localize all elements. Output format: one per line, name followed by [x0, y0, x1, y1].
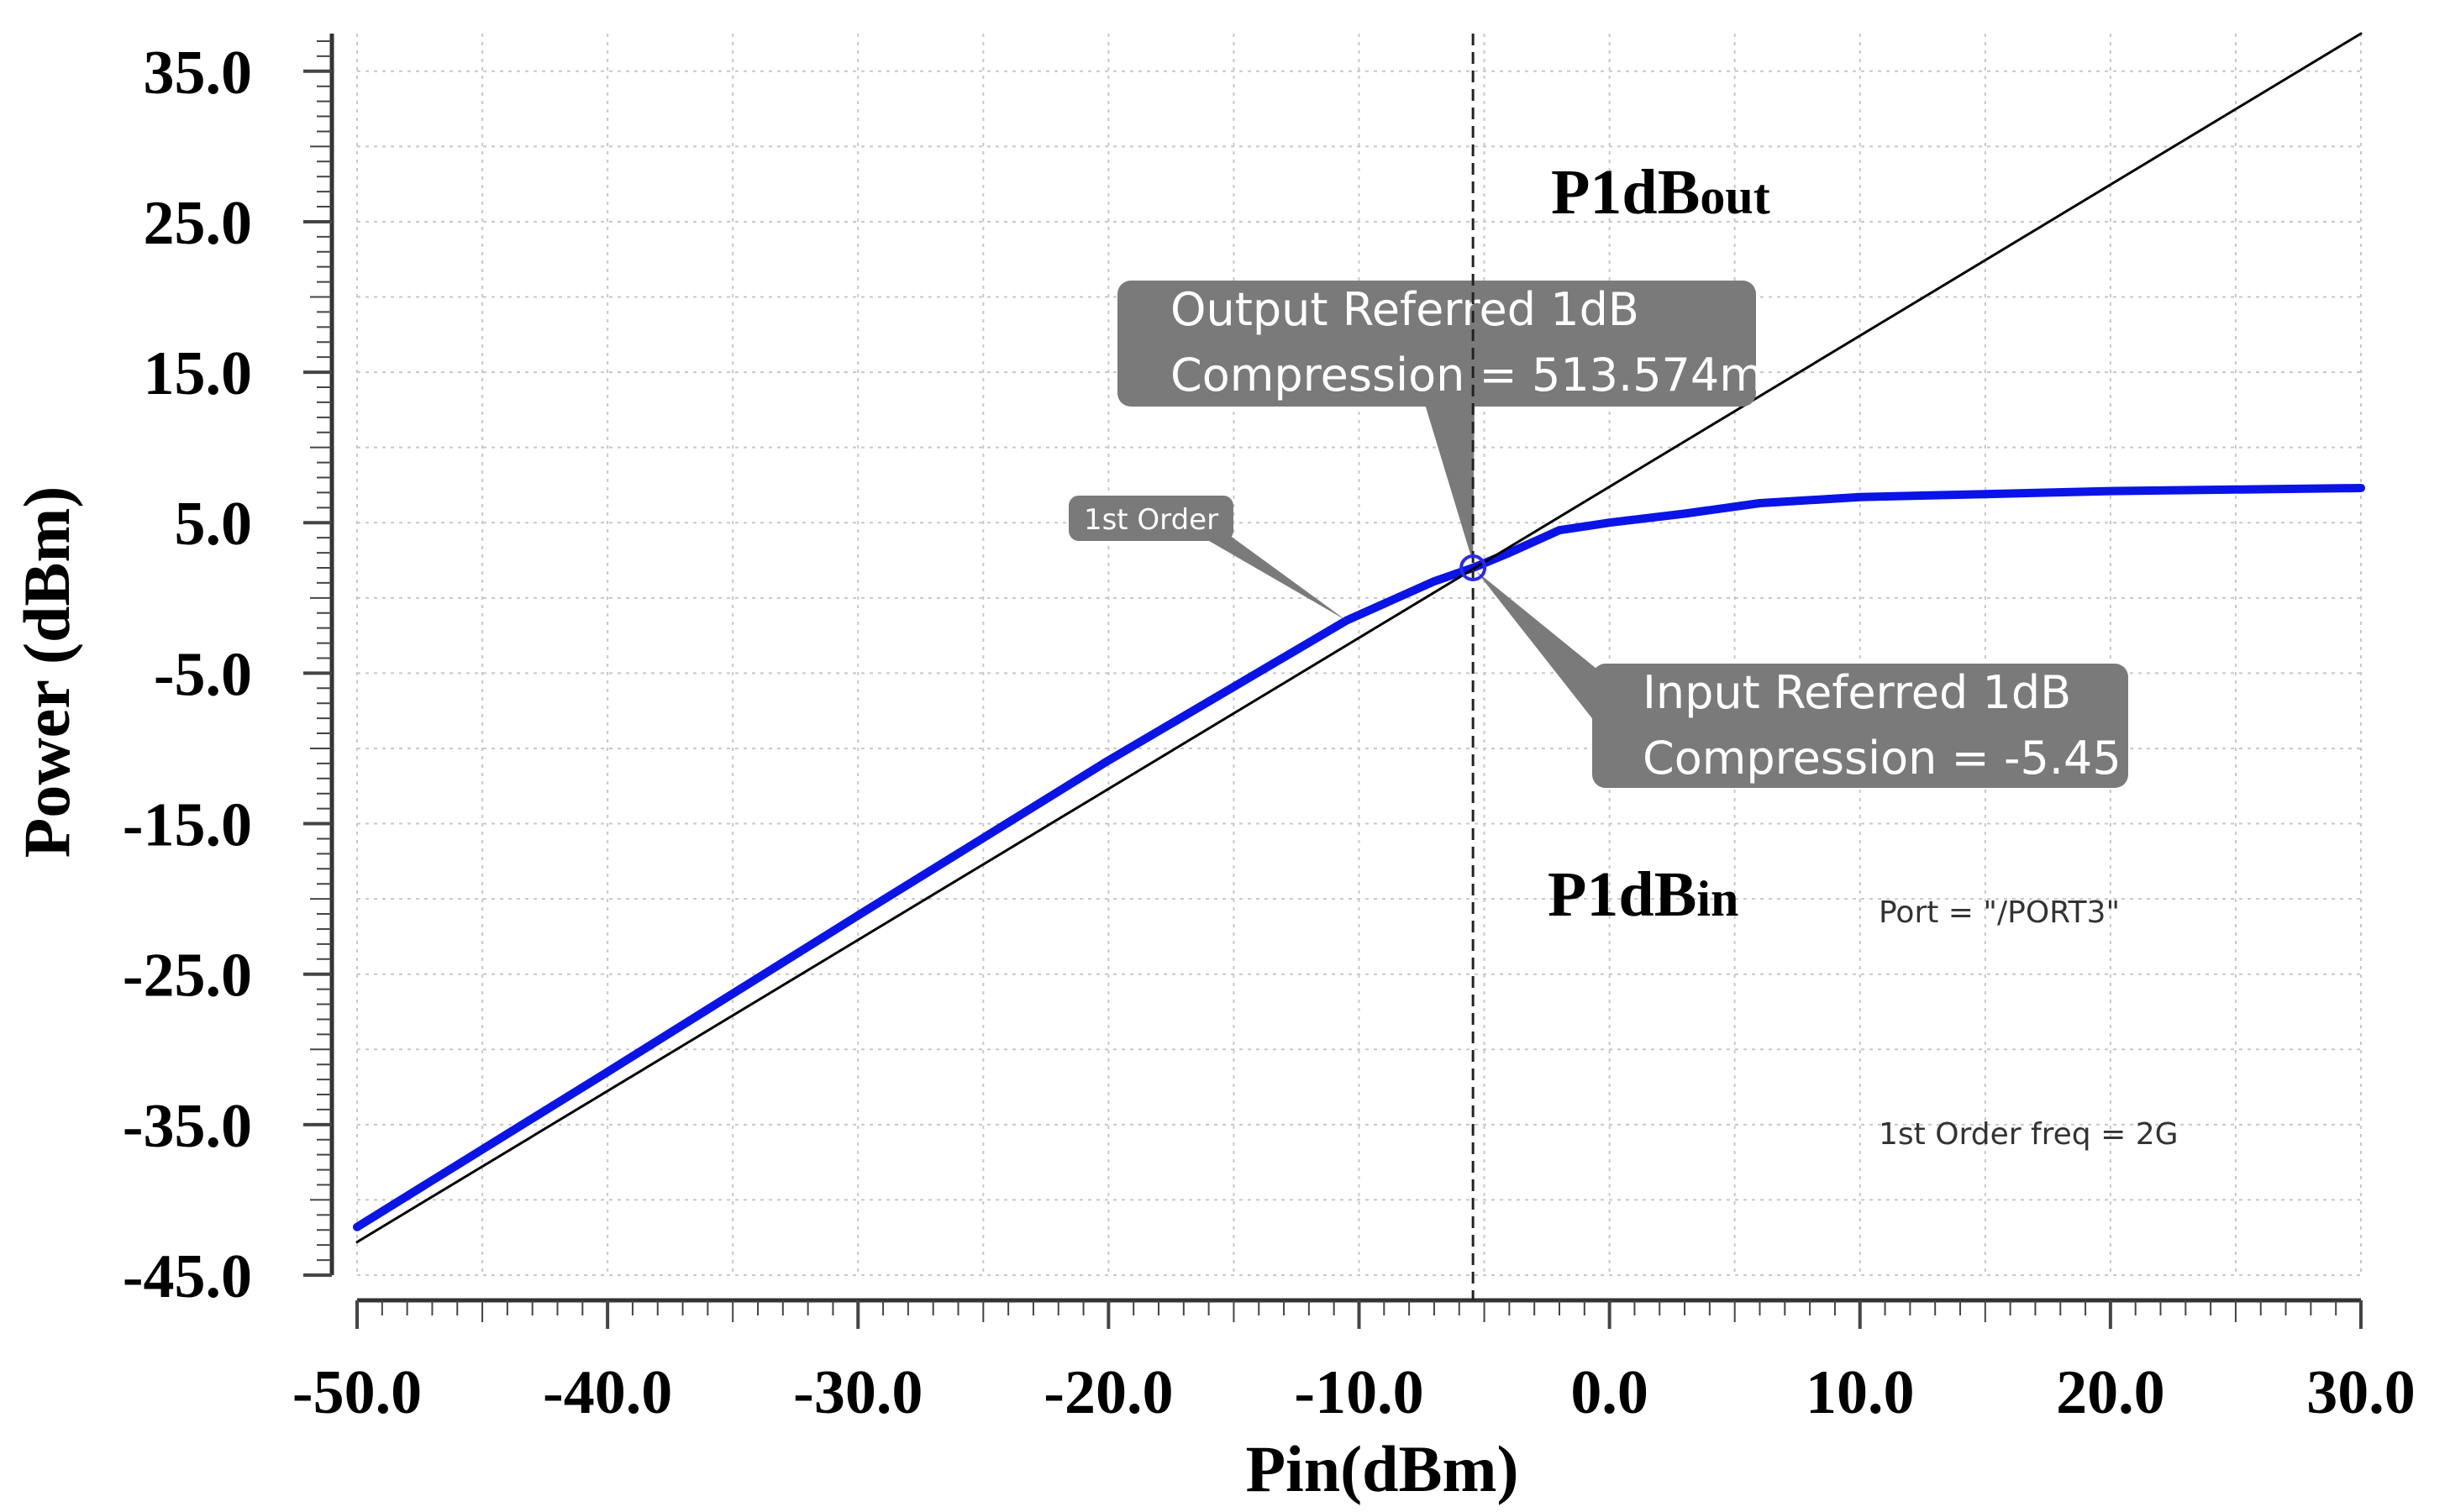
y-tick-label: -25.0	[123, 942, 252, 1011]
y-tick-label: 5.0	[175, 490, 253, 559]
first-order-label: 1st Order	[1084, 503, 1218, 537]
y-tick-label: 35.0	[144, 39, 253, 108]
p1db-out-label: P1dBout	[1551, 157, 1770, 228]
x-tick-label: -40.0	[543, 1358, 672, 1427]
ideal-linear-line	[355, 32, 2363, 1244]
y-tick-label: -5.0	[154, 640, 252, 709]
x-tick-label: 30.0	[2306, 1358, 2416, 1427]
x-tick-label: 0.0	[1570, 1358, 1648, 1427]
x-axis-title: Pin(dBm)	[1245, 1432, 1518, 1505]
x-tick-label: -30.0	[793, 1358, 923, 1427]
x-tick-label: 10.0	[1806, 1358, 1915, 1427]
x-tick-label: -20.0	[1044, 1358, 1173, 1427]
y-tick-label: -45.0	[123, 1242, 252, 1311]
output-callout-text: Compression = 513.574m	[1170, 349, 1764, 402]
callouts-layer: Output Referred 1dB Compression = 513.574…	[1069, 281, 2128, 788]
y-axis-title: Power (dBm)	[10, 486, 83, 858]
first-order-box	[1069, 496, 1233, 541]
freq-label: 1st Order freq = 2G	[1879, 1117, 2179, 1152]
labels-layer: -50.0 -40.0 -30.0 -20.0 -10.0 0.0 10.0 20.0 30.0…	[10, 39, 2416, 1505]
first-order-pointer	[1183, 526, 1347, 621]
p1db-in-label-sub: in	[1696, 871, 1738, 927]
x-tick-label: -10.0	[1294, 1358, 1423, 1427]
input-callout-box	[1592, 664, 2128, 788]
y-tick-label: -15.0	[123, 791, 252, 860]
output-callout-text: Output Referred 1dB	[1170, 283, 1639, 336]
input-callout-text: Input Referred 1dB	[1643, 666, 2071, 719]
tick-marks	[303, 39, 2363, 1329]
p1db-out-label-sub: out	[1700, 169, 1769, 224]
output-callout-box	[1117, 281, 1756, 407]
y-tick-label: -35.0	[123, 1092, 252, 1161]
p1db-out-label-main: P1dB	[1551, 157, 1700, 228]
output-power-line	[353, 484, 2365, 1231]
port-label: Port = "/PORT3"	[1879, 895, 2120, 930]
x-tick-label: -50.0	[292, 1358, 422, 1427]
output-callout-pointer	[1424, 402, 1475, 563]
compression-point-marker	[1459, 554, 1487, 581]
p1db-in-label: P1dBin	[1548, 859, 1738, 930]
series-layer	[353, 32, 2365, 1244]
input-callout-pointer	[1476, 570, 1601, 729]
x-tick-label: 20.0	[2056, 1358, 2165, 1427]
y-tick-label: 25.0	[144, 189, 253, 258]
p1db-in-label-main: P1dB	[1548, 859, 1696, 930]
input-callout-text: Compression = -5.45	[1643, 732, 2121, 785]
markers-layer	[1459, 34, 1487, 1300]
y-tick-label: 15.0	[144, 339, 253, 408]
